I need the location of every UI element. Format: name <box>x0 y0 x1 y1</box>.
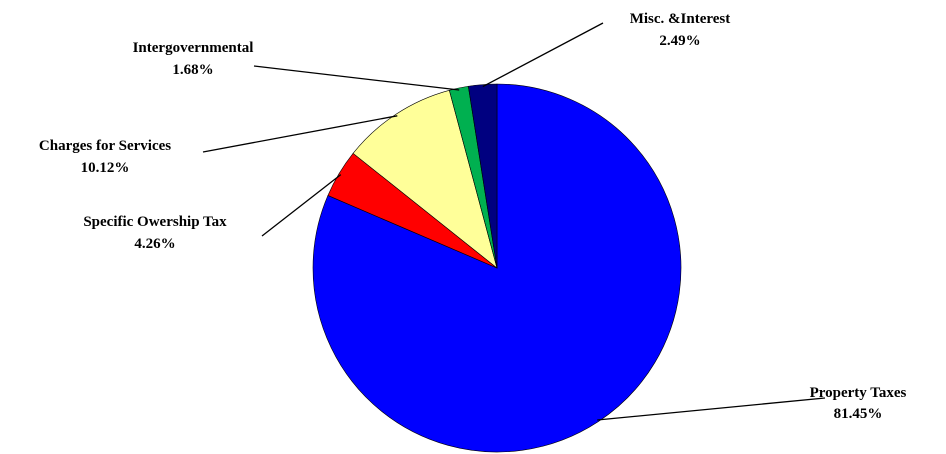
slice-value-label-misc-interest: 2.49% <box>659 33 700 49</box>
slice-label-intergovernmental: Intergovernmental <box>133 40 254 56</box>
slice-value-label-property-taxes: 81.45% <box>834 406 883 422</box>
leader-line-property-taxes <box>597 397 826 421</box>
leader-line-charges-for-services <box>202 115 398 153</box>
slice-label-charges-for-services: Charges for Services <box>39 138 171 154</box>
leader-line-intergovernmental <box>253 65 460 91</box>
slice-value-label-intergovernmental: 1.68% <box>172 62 213 78</box>
slice-value-label-charges-for-services: 10.12% <box>81 160 130 176</box>
slice-label-misc-interest: Misc. &Interest <box>630 11 731 27</box>
leader-line-misc-interest <box>482 22 604 88</box>
leader-line-specific-owership-tax <box>261 174 342 237</box>
slice-label-specific-owership-tax: Specific Owership Tax <box>83 214 227 230</box>
pie-slice-misc-interest <box>467 83 498 269</box>
slice-label-property-taxes: Property Taxes <box>810 385 907 401</box>
slice-value-label-specific-owership-tax: 4.26% <box>134 236 175 252</box>
